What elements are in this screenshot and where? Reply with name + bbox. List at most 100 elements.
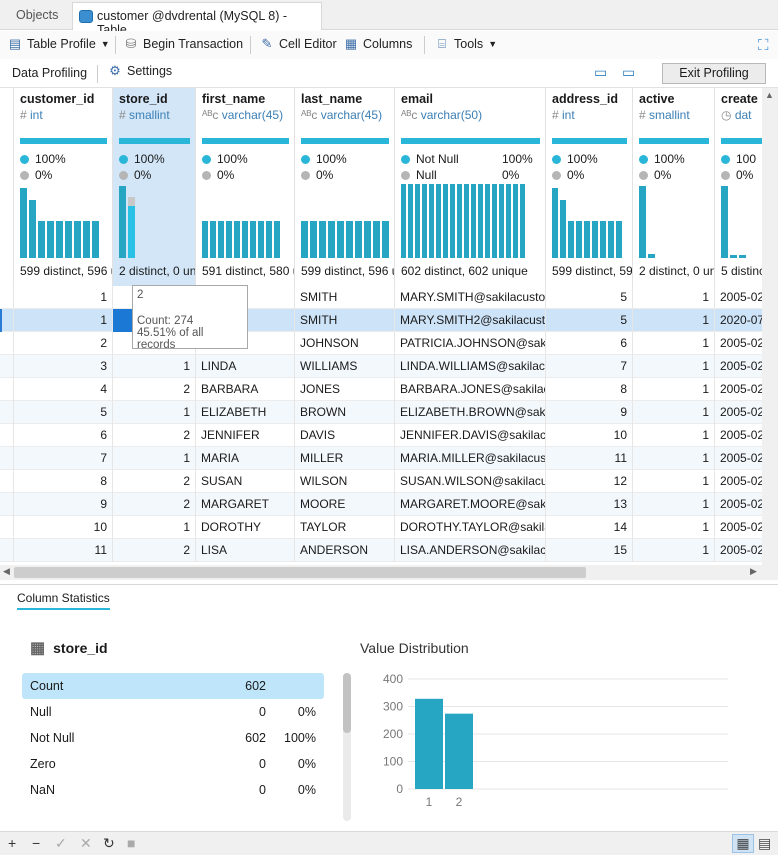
cell-first_name[interactable]: LINDA	[196, 355, 295, 378]
cell-store_id[interactable]: 1	[113, 516, 196, 539]
column-header-active[interactable]: active # smallint	[633, 88, 715, 130]
cell-last_name[interactable]: ANDERSON	[295, 539, 395, 562]
cell-address_id[interactable]: 10	[546, 424, 633, 447]
column-header-first_name[interactable]: first_name ᴬᴮc varchar(45)	[196, 88, 295, 130]
cell-email[interactable]: MARY.SMITH2@sakilacust	[395, 309, 546, 332]
stop-icon[interactable]: ■	[127, 835, 136, 851]
tab-customer-table[interactable]: customer @dvdrental (MySQL 8) - Table	[72, 2, 322, 37]
cell-last_name[interactable]: MOORE	[295, 493, 395, 516]
stat-row-nan[interactable]: NaN 0 0%	[22, 777, 324, 803]
cell-customer_id[interactable]: 9	[14, 493, 113, 516]
grid-view-icon[interactable]: ▦	[732, 834, 754, 853]
layout-top-icon[interactable]: ▭	[594, 64, 608, 80]
cell-create[interactable]: 2005-02	[715, 332, 762, 355]
form-view-icon[interactable]: ▤	[758, 835, 772, 851]
column-header-create[interactable]: create ◷ dat	[715, 88, 762, 130]
cell-create[interactable]: 2005-02	[715, 378, 762, 401]
cell-first_name[interactable]: MARIA	[196, 447, 295, 470]
cell-store_id[interactable]: 1	[113, 447, 196, 470]
cell-last_name[interactable]: MILLER	[295, 447, 395, 470]
cell-create[interactable]: 2005-02	[715, 516, 762, 539]
cell-first_name[interactable]: SUSAN	[196, 470, 295, 493]
cell-first_name[interactable]: LISA	[196, 539, 295, 562]
cell-first_name[interactable]: MARGARET	[196, 493, 295, 516]
table-row[interactable]: 4 2 BARBARA JONES BARBARA.JONES@sakilacu 8 1 20…	[0, 378, 762, 401]
cell-store_id[interactable]: 2	[113, 378, 196, 401]
cell-customer_id[interactable]: 11	[14, 539, 113, 562]
maximize-icon[interactable]: ⛶	[758, 37, 769, 54]
cell-last_name[interactable]: JONES	[295, 378, 395, 401]
cell-store_id[interactable]: 2	[113, 493, 196, 516]
scroll-up-arrow[interactable]: ▲	[765, 90, 774, 100]
cell-customer_id[interactable]: 4	[14, 378, 113, 401]
settings-button[interactable]: ⚙ Settings	[108, 64, 172, 79]
delete-row-icon[interactable]: −	[32, 835, 41, 851]
cell-address_id[interactable]: 7	[546, 355, 633, 378]
cell-first_name[interactable]	[196, 309, 295, 332]
tab-column-statistics[interactable]: Column Statistics	[17, 591, 110, 610]
stat-row-not-null[interactable]: Not Null 602 100%	[22, 725, 324, 751]
cell-customer_id[interactable]: 8	[14, 470, 113, 493]
cell-store_id[interactable]: 2	[113, 539, 196, 562]
cell-customer_id[interactable]: 7	[14, 447, 113, 470]
cell-customer_id[interactable]: 5	[14, 401, 113, 424]
stat-row-null[interactable]: Null 0 0%	[22, 699, 324, 725]
column-header-customer_id[interactable]: customer_id # int	[14, 88, 113, 130]
table-row[interactable]: 1 SMITH MARY.SMITH@sakilacusto 5 1 2005-02	[0, 286, 762, 309]
table-row[interactable]: 3 1 LINDA WILLIAMS LINDA.WILLIAMS@sakilacu 7 1…	[0, 355, 762, 378]
column-header-address_id[interactable]: address_id # int	[546, 88, 633, 130]
horizontal-scrollbar[interactable]: ◀ ▶	[0, 565, 778, 580]
cell-address_id[interactable]: 5	[546, 309, 633, 332]
cell-create[interactable]: 2005-02	[715, 401, 762, 424]
cell-editor-button[interactable]: ✎ Cell Editor	[260, 37, 337, 52]
statistics-scroll-thumb[interactable]	[343, 673, 351, 733]
tab-objects[interactable]: Objects	[16, 8, 59, 22]
cell-email[interactable]: LINDA.WILLIAMS@sakilacu	[395, 355, 546, 378]
table-row[interactable]: 1 SMITH MARY.SMITH2@sakilacust 5 1 2020-07	[0, 309, 762, 332]
cell-email[interactable]: BARBARA.JONES@sakilacu	[395, 378, 546, 401]
column-header-email[interactable]: email ᴬᴮc varchar(50)	[395, 88, 546, 130]
begin-transaction-button[interactable]: ⛁ Begin Transaction	[124, 37, 244, 52]
cell-active[interactable]: 1	[633, 470, 715, 493]
save-check-icon[interactable]: ✓	[55, 835, 67, 851]
cell-customer_id[interactable]: 1	[14, 309, 113, 332]
row-marker[interactable]	[0, 355, 14, 378]
cell-last_name[interactable]: SMITH	[295, 286, 395, 309]
cell-last_name[interactable]: JOHNSON	[295, 332, 395, 355]
cell-first_name[interactable]: ELIZABETH	[196, 401, 295, 424]
cell-email[interactable]: DOROTHY.TAYLOR@sakila	[395, 516, 546, 539]
cell-address_id[interactable]: 9	[546, 401, 633, 424]
table-row[interactable]: 10 1 DOROTHY TAYLOR DOROTHY.TAYLOR@sakila 14 1…	[0, 516, 762, 539]
cell-last_name[interactable]: WILSON	[295, 470, 395, 493]
table-row[interactable]: 11 2 LISA ANDERSON LISA.ANDERSON@sakilacu 15 1…	[0, 539, 762, 562]
cell-customer_id[interactable]: 2	[14, 332, 113, 355]
stat-row-count[interactable]: Count 602	[22, 673, 324, 699]
row-marker[interactable]	[0, 447, 14, 470]
cell-address_id[interactable]: 6	[546, 332, 633, 355]
row-marker[interactable]	[0, 332, 14, 355]
cell-address_id[interactable]: 14	[546, 516, 633, 539]
cell-active[interactable]: 1	[633, 493, 715, 516]
cell-active[interactable]: 1	[633, 447, 715, 470]
cell-address_id[interactable]: 5	[546, 286, 633, 309]
cell-active[interactable]: 1	[633, 516, 715, 539]
cell-email[interactable]: MARGARET.MOORE@sakil	[395, 493, 546, 516]
cell-create[interactable]: 2005-02	[715, 539, 762, 562]
cell-address_id[interactable]: 12	[546, 470, 633, 493]
column-header-store_id[interactable]: store_id # smallint	[113, 88, 196, 130]
refresh-icon[interactable]: ↻	[103, 835, 115, 851]
cell-last_name[interactable]: TAYLOR	[295, 516, 395, 539]
cell-store_id[interactable]: 2	[113, 424, 196, 447]
cell-active[interactable]: 1	[633, 286, 715, 309]
tools-button[interactable]: ⌸ Tools ▼	[435, 37, 497, 52]
vertical-scrollbar[interactable]: ▲	[762, 88, 778, 565]
cell-create[interactable]: 2005-02	[715, 424, 762, 447]
cancel-x-icon[interactable]: ✕	[80, 835, 92, 851]
cell-address_id[interactable]: 15	[546, 539, 633, 562]
column-header-last_name[interactable]: last_name ᴬᴮc varchar(45)	[295, 88, 395, 130]
cell-customer_id[interactable]: 10	[14, 516, 113, 539]
cell-email[interactable]: LISA.ANDERSON@sakilacu	[395, 539, 546, 562]
row-marker[interactable]	[0, 286, 14, 309]
cell-first_name[interactable]: JENNIFER	[196, 424, 295, 447]
statistics-scrollbar[interactable]	[343, 673, 351, 821]
